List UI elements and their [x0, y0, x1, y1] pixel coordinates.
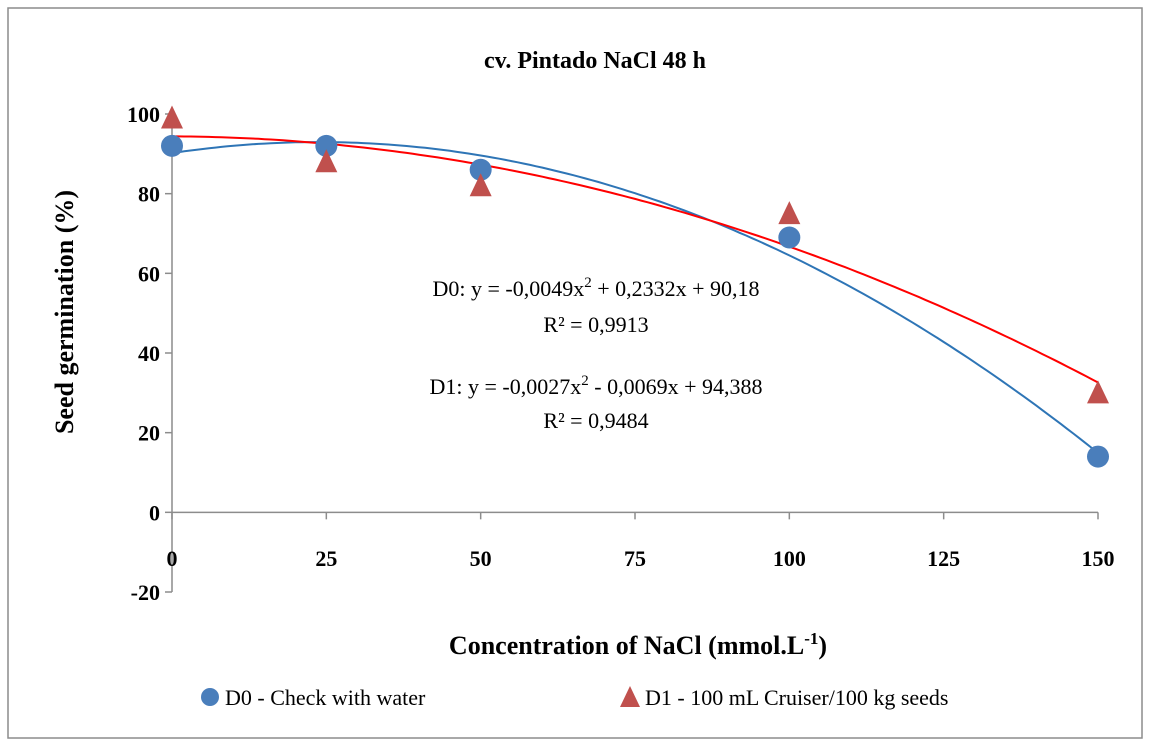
- axes-group: -20 0 20 40 60 80 100 0 25 50 75 100 125 150: [127, 102, 1115, 605]
- y-tick-label: 40: [138, 341, 160, 366]
- x-axis-title: Concentration of NaCl (mmol.L-1): [449, 629, 827, 660]
- data-point-d1: [1087, 380, 1109, 404]
- data-point-d0: [1087, 445, 1109, 468]
- y-axis-title: Seed germination (%): [50, 190, 79, 434]
- equations-group: D0: y = -0,0049x2 + 0,2332x + 90,18 R² = …: [430, 275, 763, 433]
- y-tick-label: 80: [138, 182, 160, 207]
- x-tick-label: 150: [1082, 546, 1115, 571]
- legend: D0 - Check with water D1 - 100 mL Cruiser…: [201, 685, 948, 710]
- y-tick-label: 20: [138, 421, 160, 446]
- r2-label-1: R² = 0,9484: [543, 408, 648, 433]
- legend-marker-d0: [201, 688, 219, 706]
- x-axis-title-main: Concentration of NaCl (mmol.L: [449, 631, 804, 660]
- x-axis-title-end: ): [818, 631, 827, 660]
- y-tick-label: 100: [127, 102, 160, 127]
- chart-border: [7, 7, 1143, 739]
- x-tick-label: 100: [773, 546, 806, 571]
- x-axis-title-sup: -1: [804, 629, 818, 648]
- x-tick-label: 25: [315, 546, 337, 571]
- data-point-d0: [161, 134, 183, 157]
- y-tick-label: 0: [149, 500, 160, 525]
- chart-title: cv. Pintado NaCl 48 h: [484, 48, 706, 74]
- equation-label-1: D1: y = -0,0027x2 - 0,0069x + 94,388: [430, 373, 763, 399]
- data-point-d1: [469, 173, 492, 197]
- x-tick-label: 0: [167, 546, 178, 571]
- legend-marker-d1: [620, 686, 640, 707]
- data-point-d1: [778, 201, 801, 225]
- data-point-d0: [469, 158, 492, 181]
- y-tick-label: -20: [131, 580, 160, 605]
- data-point-d0: [315, 134, 338, 157]
- x-tick-label: 75: [624, 546, 646, 571]
- markers-group: [161, 105, 1109, 468]
- data-point-d1: [315, 149, 338, 173]
- legend-label-0: D0 - Check with water: [225, 685, 426, 710]
- y-tick-label: 60: [138, 261, 160, 286]
- data-point-d0: [778, 226, 801, 249]
- legend-label-1: D1 - 100 mL Cruiser/100 kg seeds: [645, 685, 948, 710]
- x-tick-label: 125: [927, 546, 960, 571]
- equation-label-0: D0: y = -0,0049x2 + 0,2332x + 90,18: [432, 275, 759, 301]
- data-point-d1: [161, 105, 183, 129]
- x-tick-label: 50: [470, 546, 492, 571]
- r2-label-0: R² = 0,9913: [543, 312, 648, 337]
